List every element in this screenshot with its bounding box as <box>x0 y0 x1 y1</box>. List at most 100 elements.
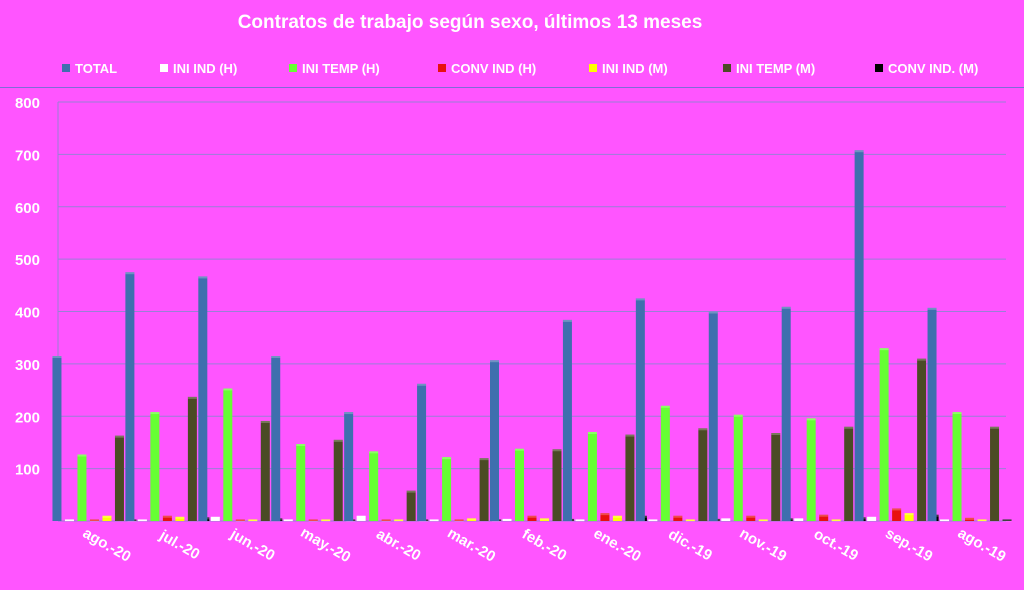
bar-0-10 <box>781 306 791 521</box>
bar-4-3 <box>321 519 331 521</box>
bar-2-12 <box>952 412 962 521</box>
legend-item-ini-temp-h: INI TEMP (H) <box>289 58 380 78</box>
bar-top-3-0 <box>89 519 99 522</box>
bar-top-0-11 <box>854 150 864 153</box>
bar-top-1-10 <box>794 518 804 521</box>
bar-3-11 <box>892 508 902 521</box>
legend-label-ini-temp-h: INI TEMP (H) <box>302 60 380 76</box>
bar-1-5 <box>429 519 439 521</box>
legend-item-ini-ind-h: INI IND (H) <box>160 58 237 78</box>
bar-1-11 <box>867 516 877 521</box>
bar-top-0-1 <box>125 272 135 275</box>
bar-top-3-9 <box>746 515 756 518</box>
bar-top-0-2 <box>198 276 208 279</box>
bar-1-7 <box>575 519 585 521</box>
bar-top-2-11 <box>879 348 889 351</box>
bar-0-9 <box>708 311 718 521</box>
bar-5-12 <box>990 426 1000 521</box>
x-tick-label-9: nov.-19 <box>737 525 790 565</box>
bar-3-10 <box>819 514 829 521</box>
bar-top-4-10 <box>831 519 841 522</box>
bar-1-4 <box>356 515 366 521</box>
bar-top-3-2 <box>235 519 245 522</box>
bar-top-5-3 <box>333 439 343 442</box>
bar-top-0-6 <box>490 360 499 363</box>
bar-2-8 <box>660 405 670 521</box>
bar-0-1 <box>125 272 135 521</box>
bar-0-0 <box>52 356 62 521</box>
bar-top-1-8 <box>648 519 658 522</box>
bar-top-3-1 <box>162 515 172 518</box>
bar-0-8 <box>635 298 645 521</box>
x-tick-label-0: ago.-20 <box>80 525 134 566</box>
bar-1-12 <box>940 519 950 521</box>
bar-3-7 <box>600 513 610 521</box>
bar-top-2-1 <box>150 412 160 415</box>
legend-label-ini-ind-h: INI IND (H) <box>173 60 238 76</box>
bar-0-7 <box>562 319 572 521</box>
bar-top-1-5 <box>429 519 439 522</box>
legend-swatch-conv-ind-m <box>875 64 883 72</box>
bar-4-8 <box>685 519 695 521</box>
bar-top-4-5 <box>467 518 477 521</box>
bar-top-2-6 <box>515 448 524 451</box>
bar-top-1-4 <box>356 515 366 518</box>
bar-top-4-0 <box>102 515 112 518</box>
bar-2-2 <box>223 388 233 521</box>
bar-top-0-10 <box>781 306 791 309</box>
bar-top-4-11 <box>904 513 914 516</box>
bar-0-6 <box>490 360 499 521</box>
bar-4-12 <box>977 519 987 521</box>
x-tick-label-11: sep.-19 <box>882 525 935 566</box>
bar-1-3 <box>283 519 293 521</box>
bar-4-0 <box>102 515 112 521</box>
bar-5-3 <box>333 439 343 521</box>
bar-0-3 <box>271 356 281 521</box>
bar-2-4 <box>369 451 379 521</box>
bar-top-4-2 <box>248 519 258 522</box>
bar-top-2-7 <box>587 431 597 434</box>
bar-top-4-12 <box>977 519 987 522</box>
bar-top-0-12 <box>927 307 937 310</box>
bar-0-12 <box>927 307 937 521</box>
bar-0-4 <box>344 412 354 521</box>
bar-2-6 <box>515 448 524 521</box>
bar-4-2 <box>248 519 258 521</box>
x-tick-label-10: oct.-19 <box>811 526 861 565</box>
bar-top-4-9 <box>758 519 768 522</box>
bar-top-5-2 <box>260 420 270 423</box>
legend-item-ini-temp-m: INI TEMP (M) <box>723 58 815 78</box>
bar-3-5 <box>454 519 464 521</box>
legend-swatch-ini-temp-h <box>289 64 297 72</box>
bar-top-4-4 <box>394 519 404 522</box>
bar-top-1-11 <box>867 516 877 519</box>
bar-4-7 <box>612 515 622 521</box>
legend-label-conv-ind-m: CONV IND. (M) <box>888 60 979 76</box>
bar-top-5-0 <box>114 435 124 438</box>
legend-label-total: TOTAL <box>75 60 118 76</box>
bar-top-2-2 <box>223 388 233 391</box>
x-tick-label-3: may.-20 <box>298 524 354 566</box>
bar-top-5-1 <box>187 396 197 399</box>
bar-top-1-0 <box>64 519 74 522</box>
legend-swatch-total <box>62 64 70 72</box>
legend-label-ini-temp-m: INI TEMP (M) <box>736 60 816 76</box>
bar-top-3-8 <box>673 515 683 518</box>
bar-top-2-8 <box>660 405 670 408</box>
bar-top-5-5 <box>479 458 489 461</box>
bar-2-1 <box>150 412 160 521</box>
bar-0-11 <box>854 150 864 521</box>
bar-top-1-3 <box>283 519 293 522</box>
bar-top-0-0 <box>52 356 62 359</box>
bar-top-5-9 <box>771 433 781 436</box>
bar-5-0 <box>114 435 124 521</box>
bar-4-5 <box>467 518 477 521</box>
bar-3-3 <box>308 519 318 521</box>
bar-top-1-2 <box>210 516 220 519</box>
bar-top-5-7 <box>625 434 635 437</box>
bar-5-5 <box>479 458 489 521</box>
bar-top-0-9 <box>708 311 718 314</box>
legend-label-conv-ind-h: CONV IND (H) <box>451 60 537 76</box>
bar-top-1-1 <box>137 519 147 522</box>
